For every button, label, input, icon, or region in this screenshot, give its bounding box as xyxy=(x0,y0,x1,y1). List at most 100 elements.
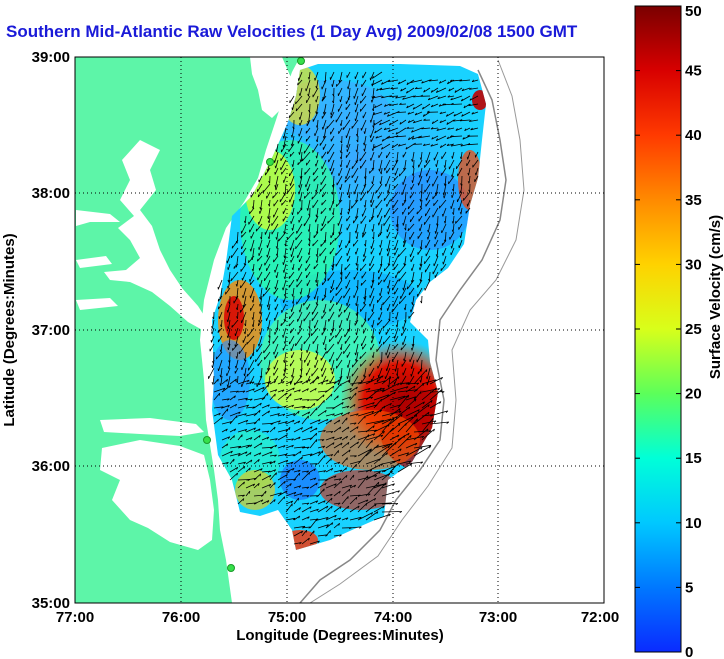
x-axis-label: Longitude (Degrees:Minutes) xyxy=(236,627,444,644)
velocity-arrow xyxy=(300,367,303,378)
velocity-arrowhead xyxy=(435,387,437,391)
velocity-arrow xyxy=(383,111,391,115)
velocity-arrow xyxy=(274,151,279,163)
velocity-arrowhead xyxy=(221,416,223,420)
velocity-arrow xyxy=(229,458,235,465)
velocity-arrow xyxy=(397,435,412,449)
velocity-arrowhead xyxy=(331,505,333,509)
velocity-arrowhead xyxy=(321,126,324,130)
velocity-arrow xyxy=(301,388,309,393)
velocity-arrowhead xyxy=(226,310,229,313)
velocity-arrow xyxy=(386,151,391,159)
velocity-arrowhead xyxy=(252,406,255,409)
velocity-arrow xyxy=(237,311,239,319)
velocity-arrow xyxy=(389,404,401,409)
velocity-arrowhead xyxy=(415,442,418,446)
velocity-arrow xyxy=(290,175,295,186)
velocity-arrow xyxy=(269,380,276,385)
velocity-arrowhead xyxy=(315,214,318,218)
velocity-arrow xyxy=(329,247,335,255)
velocity-arrowhead xyxy=(387,79,391,82)
velocity-arrow xyxy=(433,255,439,267)
velocity-arrowhead xyxy=(290,143,293,147)
velocity-arrowhead xyxy=(306,502,310,505)
velocity-arrow xyxy=(293,485,301,489)
velocity-arrowhead xyxy=(211,382,214,385)
velocity-arrowhead xyxy=(323,260,325,264)
velocity-arrowhead xyxy=(317,376,320,380)
velocity-arrow xyxy=(299,143,303,155)
velocity-arrow xyxy=(244,327,247,335)
velocity-arrowhead xyxy=(396,373,398,377)
velocity-arrowhead xyxy=(228,301,231,305)
velocity-arrow xyxy=(220,343,223,353)
velocity-arrow xyxy=(367,183,375,194)
velocity-arrow xyxy=(311,367,319,377)
velocity-arrow xyxy=(309,239,311,247)
velocity-arrow xyxy=(227,311,231,323)
velocity-arrow xyxy=(258,311,263,323)
velocity-arrow xyxy=(333,506,342,513)
velocity-arrow xyxy=(266,247,271,258)
velocity-arrow xyxy=(309,376,320,385)
velocity-arrowhead xyxy=(384,104,387,107)
velocity-arrow xyxy=(284,287,287,297)
velocity-arrow xyxy=(413,445,431,457)
velocity-arrow xyxy=(418,159,423,168)
velocity-arrowhead xyxy=(446,136,449,140)
velocity-arrow xyxy=(242,287,247,299)
velocity-arrow xyxy=(381,470,393,481)
velocity-arrow xyxy=(242,271,247,281)
velocity-arrow xyxy=(441,239,447,246)
velocity-arrow xyxy=(439,79,447,84)
x-tick-label: 76:00 xyxy=(162,609,200,626)
velocity-arrow xyxy=(362,71,367,79)
velocity-arrow xyxy=(277,496,285,505)
velocity-arrow xyxy=(362,223,367,236)
velocity-arrow xyxy=(308,223,311,232)
velocity-arrow xyxy=(423,143,431,146)
velocity-arrow xyxy=(274,311,279,321)
velocity-arrow xyxy=(335,199,343,207)
velocity-arrow xyxy=(408,135,415,141)
velocity-arrowhead xyxy=(308,379,311,382)
velocity-arrow xyxy=(266,311,271,321)
velocity-arrow xyxy=(365,471,381,481)
velocity-arrow xyxy=(333,379,340,385)
velocity-arrow xyxy=(341,388,352,393)
velocity-arrowhead xyxy=(262,190,264,193)
velocity-arrow xyxy=(293,446,306,449)
velocity-arrow xyxy=(341,426,350,433)
velocity-arrow xyxy=(244,215,247,224)
velocity-arrowhead xyxy=(274,393,276,397)
velocity-arrow xyxy=(406,87,415,94)
velocity-arrow xyxy=(405,461,423,465)
velocity-arrowhead xyxy=(411,130,414,133)
velocity-arrowhead xyxy=(307,252,310,256)
velocity-arrow xyxy=(322,279,327,286)
velocity-arrowhead xyxy=(347,442,350,445)
velocity-arrowhead xyxy=(316,407,318,411)
velocity-arrow xyxy=(430,127,439,130)
velocity-arrow xyxy=(306,375,311,384)
velocity-arrow xyxy=(397,395,409,401)
velocity-arrowhead xyxy=(315,302,318,305)
velocity-arrow xyxy=(221,385,231,393)
y-tick-label: 39:00 xyxy=(32,49,70,66)
velocity-arrow xyxy=(385,367,391,380)
velocity-arrowhead xyxy=(298,117,301,120)
velocity-arrow xyxy=(457,167,463,177)
velocity-arrowhead xyxy=(354,118,356,122)
velocity-arrow xyxy=(317,279,319,287)
velocity-arrow xyxy=(258,215,263,225)
velocity-arrow xyxy=(386,231,391,239)
velocity-arrow xyxy=(261,470,271,473)
velocity-arrow xyxy=(268,215,271,224)
velocity-arrow xyxy=(422,103,431,110)
velocity-arrowhead xyxy=(356,267,358,271)
velocity-arrow xyxy=(373,469,387,473)
velocity-arrow xyxy=(317,517,329,521)
velocity-arrowhead xyxy=(287,471,290,474)
velocity-arrow xyxy=(339,223,343,235)
